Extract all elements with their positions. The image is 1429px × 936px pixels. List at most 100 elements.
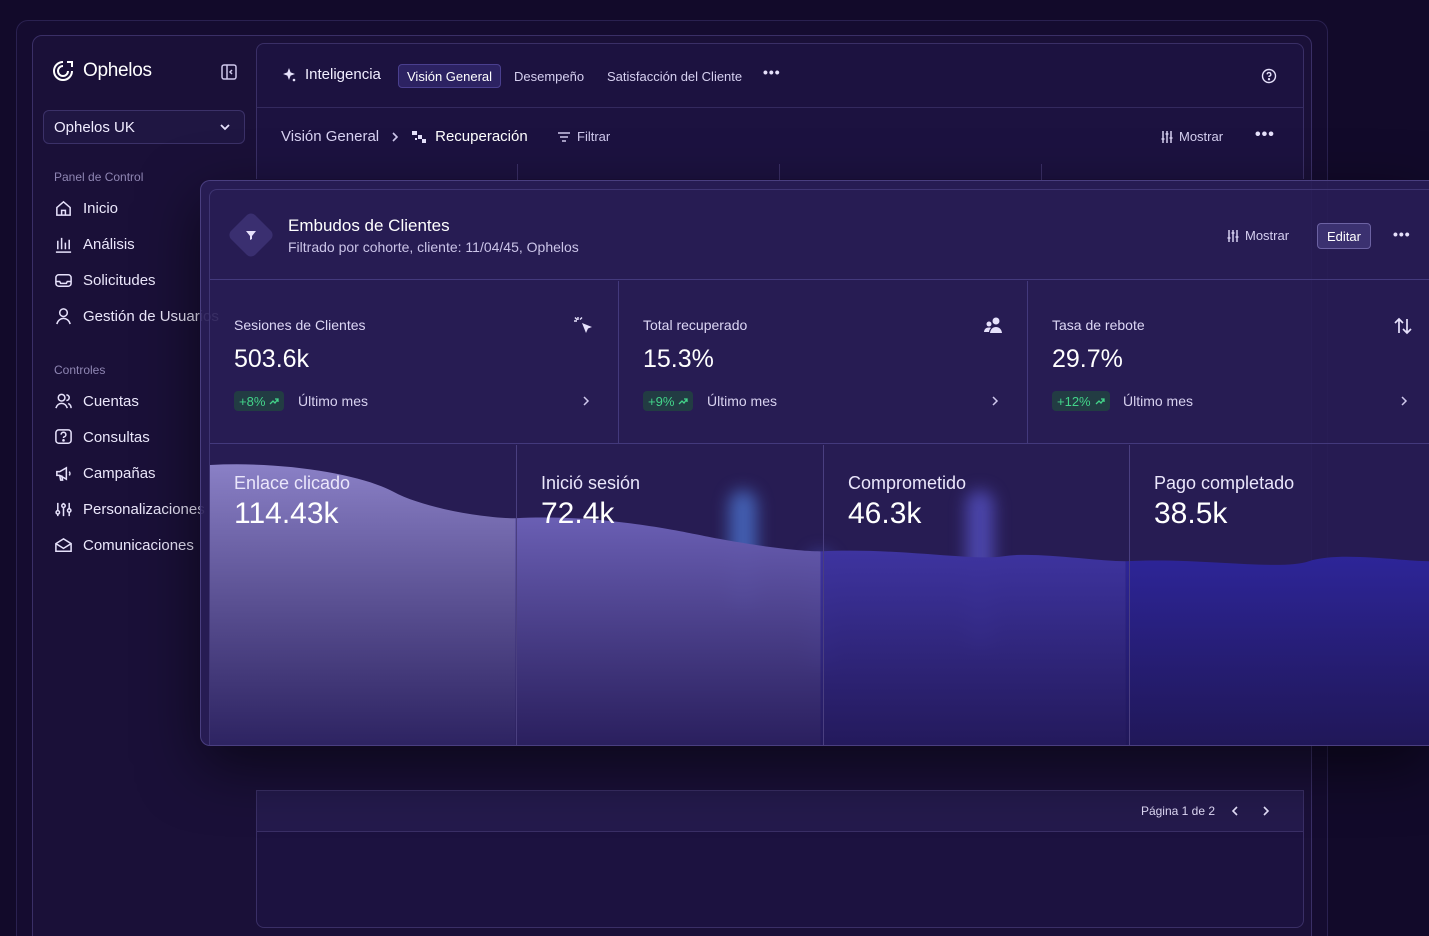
sidebar-item-label: Inicio [83, 200, 119, 217]
metric-period: Último mes [707, 393, 778, 409]
section-label-panel: Panel de Control [54, 170, 144, 184]
funnel-stage-label: Pago completado [1154, 473, 1295, 493]
tab-desempeno[interactable]: Desempeño [514, 68, 585, 84]
page-title: Inteligencia [281, 66, 381, 83]
funnel-stage-value: 72.4k [541, 497, 615, 530]
mail-icon [55, 537, 72, 552]
organization-select[interactable]: Ophelos UK [43, 110, 245, 144]
funnel-stage[interactable]: Pago completado 38.5k [1129, 445, 1429, 745]
funnel-stage[interactable]: Inició sesión 72.4k [516, 445, 823, 745]
card-header: Embudos de Clientes Filtrado por cohorte… [210, 190, 1429, 280]
card-more-options-icon[interactable]: ••• [1393, 226, 1411, 242]
inbox-icon [55, 274, 72, 287]
sidebar-item-label: Análisis [83, 236, 135, 253]
more-options-icon[interactable]: ••• [1255, 126, 1275, 143]
sidebar-item-label: Solicitudes [83, 272, 156, 289]
metric-label: Tasa de rebote [1052, 317, 1145, 333]
arrows-up-down-icon [1394, 317, 1412, 335]
metric-label: Sesiones de Clientes [234, 317, 366, 333]
sidebar-item-analisis[interactable]: Análisis [54, 235, 135, 254]
column-divider [1041, 164, 1042, 180]
trend-up-icon [1095, 398, 1105, 405]
metric-period: Último mes [1123, 393, 1194, 409]
megaphone-icon [56, 466, 71, 481]
customer-funnels-card: Embudos de Clientes Filtrado por cohorte… [200, 180, 1429, 746]
help-icon[interactable] [1261, 68, 1277, 84]
chevron-right-icon[interactable] [580, 395, 592, 407]
card-show-label: Mostrar [1245, 228, 1290, 243]
metric-period: Último mes [298, 393, 369, 409]
sidebar-item-gestion-usuarios[interactable]: Gestión de Usuarios [54, 307, 219, 326]
brand-logo[interactable]: Ophelos [51, 59, 152, 83]
funnel-area-2 [820, 550, 1126, 745]
page-title-text: Inteligencia [305, 66, 381, 83]
sidebar-item-label: Campañas [83, 465, 156, 482]
chevron-right-icon[interactable] [1258, 803, 1274, 819]
funnel-stage[interactable]: Comprometido 46.3k [823, 445, 1129, 745]
funnel-area-3 [1125, 556, 1429, 745]
column-divider [517, 164, 518, 180]
topbar: Inteligencia Visión General Desempeño Sa… [257, 44, 1303, 108]
tab-satisfaccion[interactable]: Satisfacción del Cliente [607, 68, 743, 84]
show-button[interactable]: Mostrar [1160, 129, 1223, 144]
sidebar-item-consultas[interactable]: Consultas [54, 428, 150, 447]
metric-value: 15.3% [643, 345, 714, 373]
chevron-right-icon[interactable] [989, 395, 1001, 407]
funnel-stage-label: Inició sesión [541, 473, 641, 493]
sidebar-item-label: Personalizaciones [83, 501, 205, 518]
bar-chart-icon [55, 237, 72, 253]
card-subtitle: Filtrado por cohorte, cliente: 11/04/45,… [288, 239, 579, 255]
funnel-stage-label: Comprometido [848, 473, 967, 493]
tab-vision-general[interactable]: Visión General [398, 64, 502, 88]
funnel-blocks-icon [412, 130, 427, 143]
chevron-left-icon[interactable] [1227, 803, 1243, 819]
sparkle-icon [283, 67, 296, 81]
sidebar-item-inicio[interactable]: Inicio [54, 199, 118, 218]
sidebar: Ophelos Ophelos UK Panel de Control Inic… [32, 35, 254, 935]
filter-button[interactable]: Filtrar [557, 129, 610, 144]
chevron-right-icon [392, 131, 399, 142]
main-panel: Inteligencia Visión General Desempeño Sa… [256, 43, 1304, 180]
funnel-icon [246, 231, 256, 240]
metric-value: 503.6k [234, 345, 310, 373]
organization-select-value: Ophelos UK [54, 118, 135, 136]
metric-tile[interactable]: Total recuperado 15.3% +9% Último mes [618, 281, 1027, 444]
breadcrumb-parent[interactable]: Visión General [281, 128, 380, 145]
chevron-down-icon [220, 124, 230, 131]
chevron-right-icon[interactable] [1398, 395, 1410, 407]
sidebar-item-solicitudes[interactable]: Solicitudes [54, 271, 156, 290]
column-divider [779, 164, 780, 180]
sidebar-item-cuentas[interactable]: Cuentas [54, 392, 139, 411]
sidebar-item-label: Cuentas [83, 393, 139, 410]
funnel-stage[interactable]: Enlace clicado 114.43k [210, 445, 516, 745]
sidebar-item-personalizaciones[interactable]: Personalizaciones [54, 500, 205, 519]
breadcrumb-current-label: Recuperación [435, 128, 528, 145]
section-label-controles: Controles [54, 363, 106, 377]
sidebar-item-campanas[interactable]: Campañas [54, 464, 156, 483]
edit-button[interactable]: Editar [1317, 223, 1371, 249]
sidebar-collapse-icon[interactable] [220, 63, 238, 81]
pagination-bar: Página 1 de 2 [257, 791, 1303, 832]
delta-badge: +9% [643, 391, 694, 411]
delta-value: +8% [239, 393, 266, 409]
sidebar-item-label: Comunicaciones [83, 537, 194, 554]
trend-up-icon [678, 398, 689, 405]
breadcrumb-current: Recuperación [411, 128, 528, 145]
sidebar-item-label: Gestión de Usuarios [83, 308, 219, 325]
trend-up-icon [269, 398, 280, 405]
users-icon [55, 393, 72, 409]
delta-badge: +12% [1052, 391, 1110, 411]
metric-tile[interactable]: Sesiones de Clientes 503.6k +8% Último m… [210, 281, 618, 444]
metric-tile[interactable]: Tasa de rebote 29.7% +12% Último mes [1027, 281, 1429, 444]
card-show-button[interactable]: Mostrar [1226, 228, 1289, 243]
sidebar-item-label: Consultas [83, 429, 150, 446]
sidebar-item-comunicaciones[interactable]: Comunicaciones [54, 536, 194, 555]
cursor-click-icon [574, 317, 592, 333]
ophelos-logo-icon [53, 61, 73, 81]
metric-value: 29.7% [1052, 345, 1123, 373]
user-icon [56, 308, 71, 325]
more-tabs-icon[interactable]: ••• [763, 64, 781, 80]
sliders-icon [1227, 229, 1239, 242]
funnel-area-0 [210, 464, 516, 745]
filter-lines-icon [558, 131, 570, 142]
